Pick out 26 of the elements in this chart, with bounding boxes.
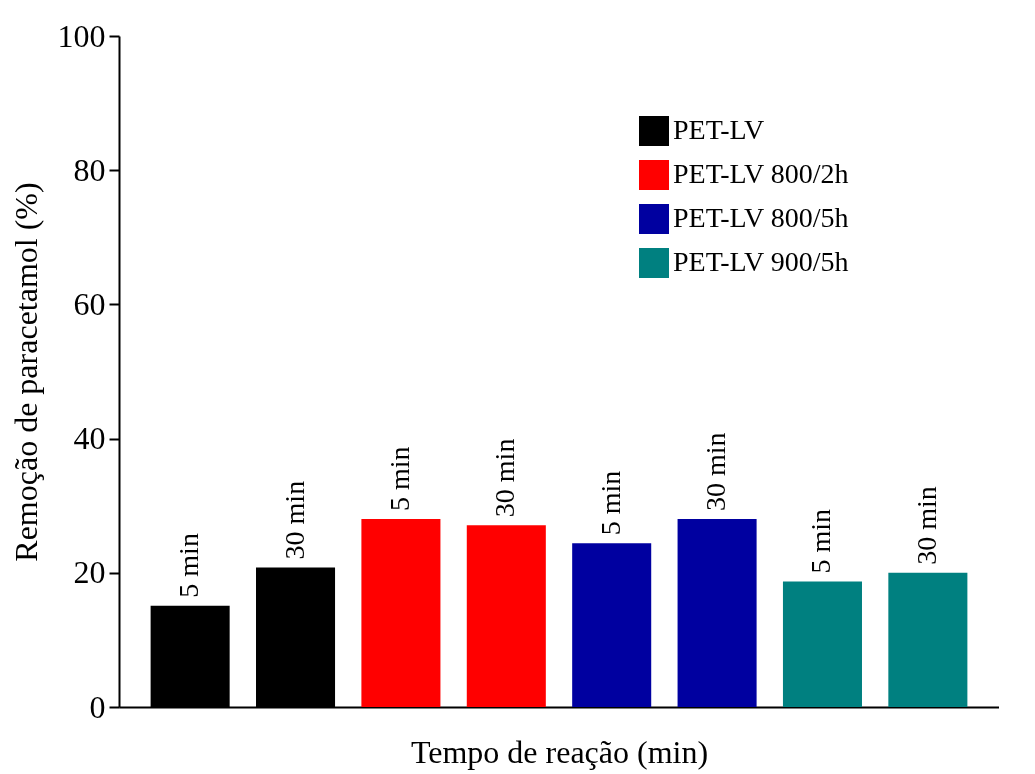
legend-label: PET-LV 800/2h xyxy=(673,158,849,189)
legend-label: PET-LV 800/5h xyxy=(673,202,849,233)
bar xyxy=(466,525,546,707)
y-axis-title: Remoção de paracetamol (%) xyxy=(7,182,44,562)
annotation: 30 min xyxy=(700,432,732,512)
bar xyxy=(782,581,862,707)
y-tick-label: 100 xyxy=(57,17,106,54)
y-tick-label: 20 xyxy=(73,554,106,591)
annotation: 5 min xyxy=(805,508,837,574)
annotation: 5 min xyxy=(383,446,415,512)
x-axis-title: Tempo de reação (min) xyxy=(410,733,709,770)
y-tick-label: 0 xyxy=(89,688,106,725)
annotation: 30 min xyxy=(489,438,521,518)
y-tick-label: 80 xyxy=(73,151,106,188)
bar xyxy=(888,572,968,707)
annotation: 5 min xyxy=(173,533,205,598)
bar xyxy=(572,543,652,707)
annotation: 30 min xyxy=(910,486,942,565)
y-tick-label: 60 xyxy=(73,285,106,322)
bar xyxy=(361,519,441,707)
y-tick-label: 40 xyxy=(73,420,106,457)
bar xyxy=(677,519,757,707)
legend-label: PET-LV 900/5h xyxy=(673,246,849,277)
annotation: 30 min xyxy=(278,480,310,560)
legend-label: PET-LV xyxy=(673,114,765,145)
annotation: 5 min xyxy=(594,470,626,536)
